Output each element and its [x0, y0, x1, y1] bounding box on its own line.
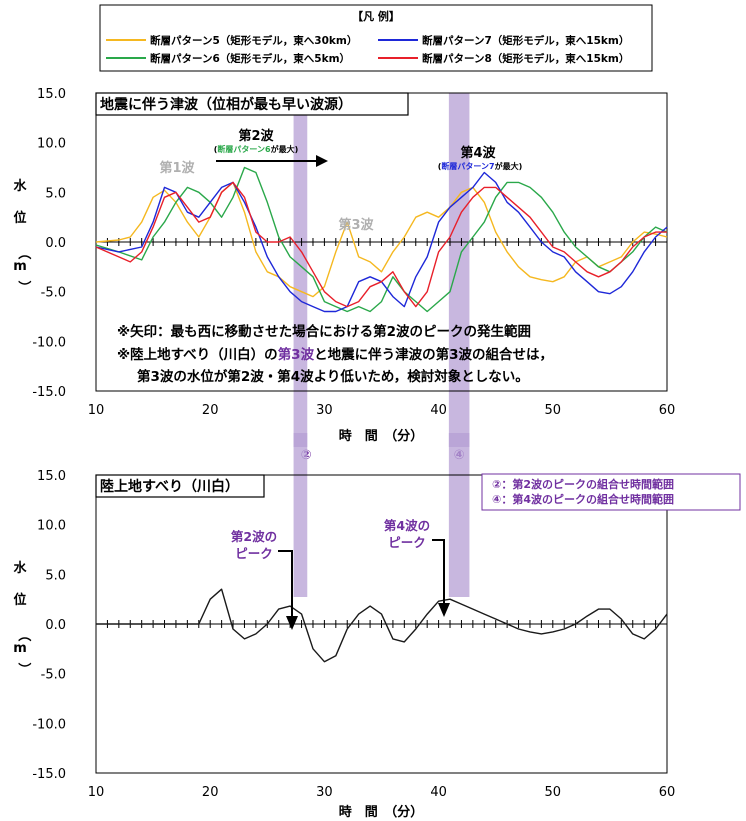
wave4-note: (断層パターン7が最大): [438, 161, 522, 171]
legend-label-pattern7: 断層パターン7（矩形モデル，東へ15km）: [422, 34, 629, 47]
y-tick-label: -15.0: [32, 767, 66, 782]
x-tick-label: 20: [202, 403, 219, 418]
x-tick-label: 30: [316, 785, 333, 800]
x-tick-label: 40: [430, 785, 447, 800]
time-band-2: [293, 93, 308, 447]
chart-title-box: [95, 474, 265, 498]
peak4-label-line2: ピーク: [388, 535, 426, 550]
wave3-label: 第3波: [338, 217, 374, 233]
legend: 【凡 例】 断層パターン5（矩形モデル，東へ30km） 断層パターン7（矩形モデ…: [99, 4, 653, 72]
svg-text:m: m: [13, 641, 27, 656]
wave2-label: 第2波: [238, 128, 274, 144]
y-tick-label: 5.0: [45, 568, 66, 583]
x-tick-label: 60: [659, 403, 676, 418]
legend-label-pattern8: 断層パターン8（矩形モデル，東へ15km）: [422, 52, 629, 65]
svg-text:）: ）: [16, 280, 32, 293]
x-tick-label: 50: [545, 785, 562, 800]
series-pattern7: [95, 171, 668, 313]
chart-title: 地震に伴う津波（位相が最も早い波源）: [100, 96, 352, 113]
legend-label-pattern5: 断層パターン5（矩形モデル，東へ30km）: [150, 34, 357, 47]
svg-text:水: 水: [13, 560, 27, 576]
legend-title: 【凡 例】: [352, 9, 400, 23]
y-tick-label: 15.0: [37, 87, 66, 102]
zero-axis: [95, 238, 668, 246]
x-axis-label: 時 間 （分）: [339, 804, 424, 820]
time-band-4: [448, 433, 470, 597]
svg-text:m: m: [13, 259, 27, 274]
x-tick-label: 20: [202, 785, 219, 800]
band-layer: [293, 93, 470, 447]
peak2-label-line2: ピーク: [235, 546, 273, 561]
legend-box: [99, 4, 653, 72]
y-tick-label: -5.0: [41, 286, 66, 301]
y-axis-label: 水 位 （ m ）: [13, 560, 32, 676]
band-layer: [293, 433, 470, 597]
note-arrow-meaning: ※矢印：最も西に移動させた場合における第2波のピークの発生範囲: [117, 323, 531, 340]
y-tick-label: 5.0: [45, 186, 66, 201]
y-tick-label: 0.0: [45, 618, 66, 633]
band-legend-box: [481, 473, 741, 511]
peak2-label-line1: 第2波の: [231, 529, 277, 544]
peak4-arrow: [432, 539, 445, 605]
time-band-2: [293, 433, 308, 597]
series-pattern8: [95, 181, 667, 308]
band-legend-line-2: ②：第2波のピークの組合せ時間範囲: [492, 477, 674, 491]
svg-text:）: ）: [16, 662, 32, 675]
chart-earthquake-tsunami: 15.0 10.0 5.0 0.0 -5.0 -10.0 -15.0 10 20 30 40 50 6…: [13, 87, 675, 447]
y-tick-labels: 15.0 10.0 5.0 0.0 -5.0 -10.0 -15.0: [32, 87, 66, 400]
svg-text:位: 位: [13, 210, 26, 226]
series-layer: [95, 166, 668, 313]
x-tick-label: 10: [88, 785, 105, 800]
chart-title-box: [95, 92, 409, 116]
y-tick-labels: 15.0 10.0 5.0 0.0 -5.0 -10.0 -15.0: [32, 469, 66, 782]
peak4-arrowhead: [438, 603, 450, 617]
legend-label-pattern6: 断層パターン6（矩形モデル，東へ5km）: [150, 52, 350, 65]
peak4-label-line1: 第4波の: [384, 518, 430, 533]
x-axis-label: 時 間 （分）: [339, 428, 424, 444]
y-tick-label: -10.0: [32, 717, 66, 732]
wave2-note: (断層パターン6が最大): [214, 144, 298, 154]
series-layer: [96, 588, 668, 663]
y-tick-label: 0.0: [45, 236, 66, 251]
time-band-4: [448, 93, 470, 447]
band-legend-line-4: ④：第4波のピークの組合せ時間範囲: [492, 492, 674, 506]
x-tick-label: 60: [659, 785, 676, 800]
x-tick-label: 10: [88, 403, 105, 418]
note-third-wave-2: 第3波の水位が第2波・第4波より低いため，検討対象としない。: [137, 368, 529, 385]
chart-landslide: 15.0 10.0 5.0 0.0 -5.0 -10.0 -15.0 10 20 30 40 50 6…: [13, 433, 741, 820]
x-tick-labels: 10 20 30 40 50 60: [88, 785, 676, 800]
wave4-label: 第4波: [460, 145, 496, 161]
series-pattern5: [95, 181, 668, 298]
wave2-arrowhead: [316, 155, 328, 167]
x-tick-label: 50: [545, 403, 562, 418]
svg-text:水: 水: [13, 178, 27, 194]
svg-text:（: （: [16, 246, 32, 259]
y-tick-label: 10.0: [37, 519, 66, 534]
peak2-arrow: [278, 550, 293, 618]
x-tick-labels: 10 20 30 40 50 60: [88, 403, 676, 418]
y-axis-label: 水 位 （ m ）: [13, 178, 32, 294]
svg-text:（: （: [16, 628, 32, 641]
y-tick-label: -15.0: [32, 385, 66, 400]
chart-title: 陸上地すべり（川白）: [100, 478, 239, 495]
series-landslide: [96, 588, 668, 663]
y-tick-label: 15.0: [37, 469, 66, 484]
wave1-label: 第1波: [159, 160, 195, 176]
note-third-wave-1: ※陸上地すべり（川白）の第3波と地震に伴う津波の第3波の組合せは，: [117, 346, 553, 363]
x-tick-label: 40: [430, 403, 447, 418]
x-tick-label: 30: [316, 403, 333, 418]
y-tick-label: 10.0: [37, 137, 66, 152]
svg-text:位: 位: [13, 592, 26, 608]
y-tick-label: -10.0: [32, 335, 66, 350]
peak2-arrowhead: [286, 616, 298, 630]
y-tick-label: -5.0: [41, 668, 66, 683]
